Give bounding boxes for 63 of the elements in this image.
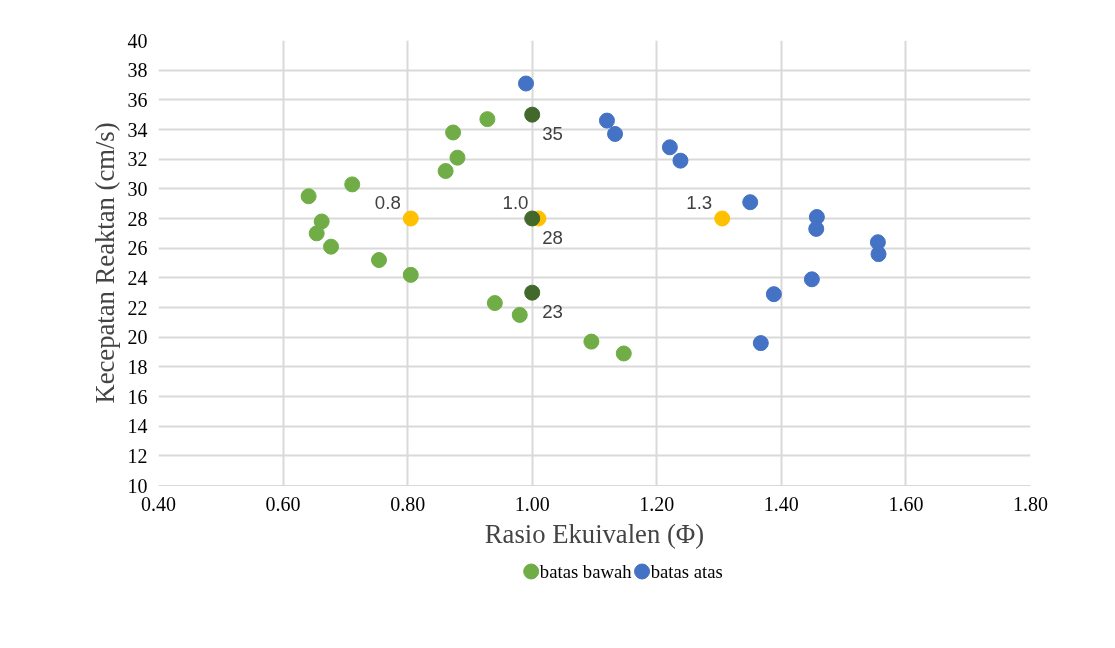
point [370, 252, 387, 269]
y-tick-label: 26 [127, 237, 148, 260]
point [323, 238, 340, 255]
y-tick-label: 28 [127, 207, 148, 230]
point [583, 333, 600, 350]
x-tick-label: 0.80 [390, 492, 426, 515]
legend-label: batas bawah [539, 561, 633, 582]
y-axis-title: Kecepatan Reaktan (cm/s) [89, 122, 120, 404]
point [808, 220, 825, 237]
x-axis-title: Rasio Ekuivalen (Φ) [484, 518, 705, 549]
point [313, 213, 330, 230]
x-tick-label: 1.00 [514, 492, 550, 515]
annotation: 35 [542, 122, 563, 144]
point [524, 106, 541, 123]
point [449, 149, 466, 166]
point [672, 152, 689, 169]
y-tick-label: 20 [127, 326, 148, 349]
point [402, 210, 419, 227]
x-tick-label: 1.80 [1013, 492, 1048, 515]
point [803, 271, 820, 288]
annotation: 0.8 [374, 191, 401, 213]
point [344, 176, 361, 193]
point [870, 246, 887, 263]
y-tick-label: 30 [127, 177, 148, 200]
y-tick-label: 36 [127, 88, 148, 111]
y-tick-label: 24 [127, 266, 148, 289]
point [511, 306, 528, 323]
y-tick-label: 38 [127, 59, 148, 82]
point [598, 112, 615, 129]
legend-label: batas atas [650, 561, 723, 582]
point [486, 295, 503, 312]
y-tick-label: 12 [127, 444, 148, 467]
annotation: 1.0 [502, 191, 529, 213]
point [524, 210, 541, 227]
point [308, 225, 325, 242]
y-tick-label: 32 [127, 148, 148, 171]
point [615, 345, 632, 362]
x-tick-label: 1.60 [888, 492, 924, 515]
point [752, 335, 769, 352]
y-tick-label: 34 [127, 118, 148, 141]
point [742, 194, 759, 211]
annotation: 1.3 [686, 191, 713, 213]
y-tick-label: 14 [127, 415, 148, 438]
x-tick-label: 1.40 [763, 492, 799, 515]
annotation: 28 [542, 226, 563, 248]
y-tick-label: 22 [127, 296, 148, 319]
point [445, 124, 462, 141]
y-tick-label: 16 [127, 385, 148, 408]
y-tick-label: 40 [127, 29, 148, 52]
point [607, 125, 624, 142]
annotation: 23 [542, 300, 563, 322]
y-tick-label: 18 [127, 355, 148, 378]
x-tick-label: 1.20 [639, 492, 675, 515]
point [402, 266, 419, 283]
point [300, 188, 317, 205]
point [479, 111, 496, 128]
point [437, 163, 454, 180]
point [524, 284, 541, 301]
point [714, 210, 731, 227]
point [765, 286, 782, 303]
x-tick-label: 0.60 [265, 492, 301, 515]
point [517, 75, 534, 92]
point [661, 139, 678, 156]
